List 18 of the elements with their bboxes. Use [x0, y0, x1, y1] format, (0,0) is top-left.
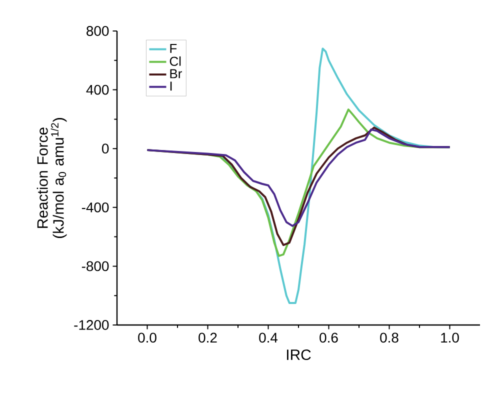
line-series [146, 128, 451, 227]
legend-label: I [170, 82, 172, 91]
x-tick-label: 0.8 [380, 332, 398, 343]
x-axis-title: IRC [287, 349, 311, 360]
y-tick-label: 400 [86, 84, 109, 95]
y-tick-label: 0 [102, 144, 109, 154]
y-tick-label: -1200 [74, 320, 109, 330]
x-tick-label: 0.2 [198, 332, 217, 343]
x-tick-label: 1.0 [441, 332, 459, 343]
legend-label: Br [170, 69, 182, 78]
x-tick-label: 0.6 [320, 332, 338, 343]
y-tick-label: -800 [82, 261, 109, 272]
y-tick-label: -400 [82, 202, 109, 212]
legend-label: Cl [170, 56, 181, 66]
legend-label: F [170, 44, 177, 53]
x-tick-label: 0.0 [138, 332, 156, 343]
y-tick-label: 800 [86, 26, 109, 36]
x-tick-label: 0.4 [259, 332, 278, 343]
